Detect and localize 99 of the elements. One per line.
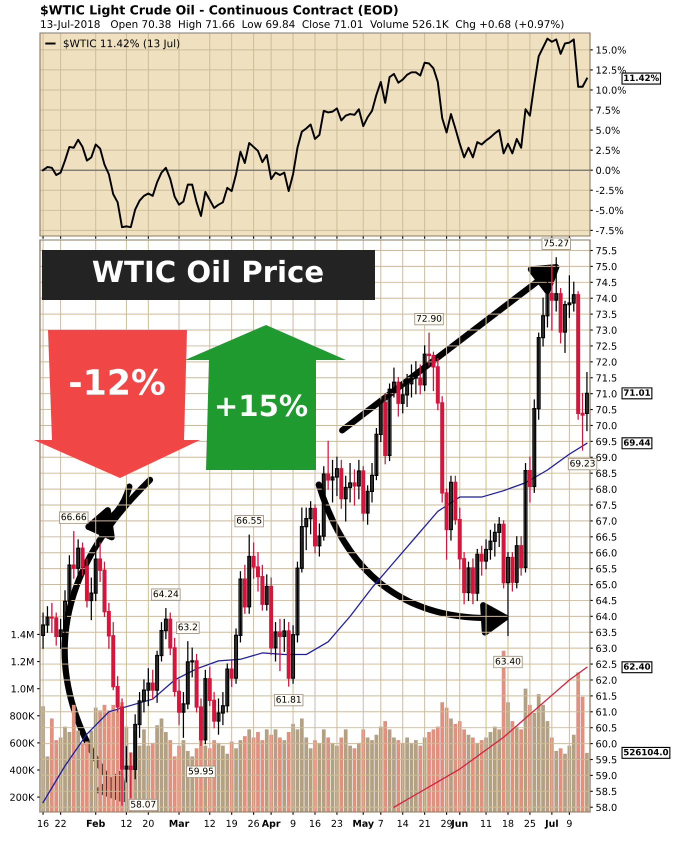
y-tick-label: -5.0% <box>596 206 624 214</box>
y-tick-label: 69.5 <box>596 438 616 446</box>
x-tick-label: May <box>353 820 374 829</box>
y-tick-label: 15.0% <box>596 46 626 54</box>
legend-label: $WTIC 11.42% (13 Jul) <box>64 39 180 50</box>
y-tick-label: 63.0 <box>596 644 617 652</box>
y-tick-label: 58.0 <box>596 804 617 812</box>
y-tick-label: 5.0% <box>596 126 620 134</box>
y-tick-label: 75.0 <box>596 262 617 270</box>
annotation: 64.24 <box>154 590 178 598</box>
annotation: 59.95 <box>188 768 214 774</box>
annotation: 72.90 <box>416 314 442 322</box>
y-tick-label: 10.0% <box>596 86 626 94</box>
y-tick-label: 74.5 <box>596 278 616 286</box>
y-tick-label: 68.5 <box>596 470 616 478</box>
y2-tick-label: 600K <box>10 739 35 747</box>
text: 11.42% <box>624 74 659 82</box>
x-tick-label: 7 <box>378 820 383 827</box>
x-tick-label: 25 <box>524 820 536 827</box>
y-tick-label: 0.0% <box>596 166 620 174</box>
chart-subtitle: 13-Jul-2018 Open 70.38 High 71.66 Low 69.84 Close 71.01 Volume 526.1K Chg +0.68 (+0.97%) <box>41 20 564 30</box>
annotation: 66.66 <box>61 513 86 520</box>
y-tick-label: 71.5 <box>596 374 616 382</box>
x-tick-label: 9 <box>566 820 572 827</box>
y-tick-label: 60.0 <box>596 740 617 748</box>
y-tick-label: -2.5% <box>596 186 624 194</box>
y-tick-label: 61.5 <box>596 692 616 700</box>
x-tick-label: 12 <box>121 820 132 827</box>
text: 62.40 <box>624 663 650 670</box>
y-tick-label: 64.0 <box>596 612 617 620</box>
annotation: WTIC Oil Price <box>92 260 323 282</box>
x-tick-label: Mar <box>170 820 190 827</box>
x-tick-label: Jun <box>450 820 468 829</box>
x-tick-label: 26 <box>248 820 260 827</box>
text: 71.01 <box>624 389 650 396</box>
y2-tick-label: 400K <box>10 766 35 774</box>
annotation: 61.81 <box>276 696 301 703</box>
text: 526104.0 <box>624 748 668 756</box>
x-tick-label: Apr <box>262 820 280 829</box>
y2-tick-label: 1.0M <box>12 685 34 692</box>
y-tick-label: 61.0 <box>596 708 617 716</box>
annotation: 58.07 <box>131 800 156 808</box>
y-tick-label: -7.5% <box>596 226 624 234</box>
x-tick-label: 23 <box>332 820 342 827</box>
annotation: +15% <box>216 394 308 416</box>
y-tick-label: 72.0 <box>596 358 617 366</box>
y-tick-label: 68.0 <box>596 486 617 493</box>
y-tick-label: 59.0 <box>596 772 617 780</box>
y-tick-label: 69.0 <box>596 454 617 462</box>
annotation: -12% <box>70 368 165 396</box>
text: 69.44 <box>624 439 650 446</box>
x-tick-label: 18 <box>503 820 514 827</box>
x-tick-label: 20 <box>143 820 154 827</box>
y-tick-label: 12.5% <box>596 66 626 74</box>
y-tick-label: 58.5 <box>596 788 616 796</box>
y-tick-label: 73.0 <box>596 326 617 334</box>
x-tick-label: 16 <box>38 820 48 827</box>
y-tick-label: 64.5 <box>596 596 616 604</box>
annotation: 69.23 <box>570 460 595 467</box>
annotation: 63.40 <box>496 658 520 665</box>
y-tick-label: 60.5 <box>596 724 616 732</box>
annotation: 63.2 <box>178 624 197 630</box>
x-tick-label: 22 <box>55 820 66 827</box>
chart-title: $WTIC Light Crude Oil - Continuous Contract (EOD) <box>40 4 398 18</box>
x-tick-label: 21 <box>419 820 430 827</box>
y-tick-label: 59.5 <box>596 756 616 764</box>
x-tick-label: 9 <box>290 820 296 827</box>
y-tick-label: 72.5 <box>596 342 616 350</box>
y-tick-label: 62.0 <box>596 676 617 684</box>
x-tick-label: 11 <box>481 820 492 827</box>
y-tick-label: 70.0 <box>596 422 617 430</box>
y2-tick-label: 800K <box>10 712 35 720</box>
y-tick-label: 65.0 <box>596 581 617 588</box>
y-tick-label: 71.0 <box>596 390 617 398</box>
x-tick-label: Feb <box>86 820 105 827</box>
y-tick-label: 75.5 <box>596 247 616 254</box>
x-tick-label: 19 <box>226 820 238 827</box>
y-tick-label: 67.5 <box>596 501 616 509</box>
x-tick-label: Jul <box>544 820 558 829</box>
x-tick-label: 29 <box>441 820 452 827</box>
y2-tick-label: 1.4M <box>12 631 34 638</box>
y-tick-label: 66.5 <box>596 533 616 541</box>
y-tick-label: 67.0 <box>596 517 617 525</box>
y-tick-label: 65.5 <box>596 565 616 572</box>
x-tick-label: 12 <box>204 820 215 827</box>
y-tick-label: 63.5 <box>596 628 616 636</box>
y-tick-label: 62.5 <box>596 660 616 668</box>
annotation: 75.27 <box>544 240 568 246</box>
y-tick-label: 66.0 <box>596 549 617 557</box>
y-tick-label: 73.5 <box>596 310 616 318</box>
y-tick-label: 70.5 <box>596 406 616 414</box>
y-tick-label: 7.5% <box>596 106 620 114</box>
x-tick-label: 14 <box>398 820 408 827</box>
y2-tick-label: 1.2M <box>12 658 34 666</box>
x-tick-label: 16 <box>310 820 320 827</box>
annotation: 66.55 <box>236 516 262 524</box>
y-tick-label: 74.0 <box>596 294 617 302</box>
y-tick-label: 2.5% <box>596 146 620 154</box>
y2-tick-label: 200K <box>10 794 35 801</box>
